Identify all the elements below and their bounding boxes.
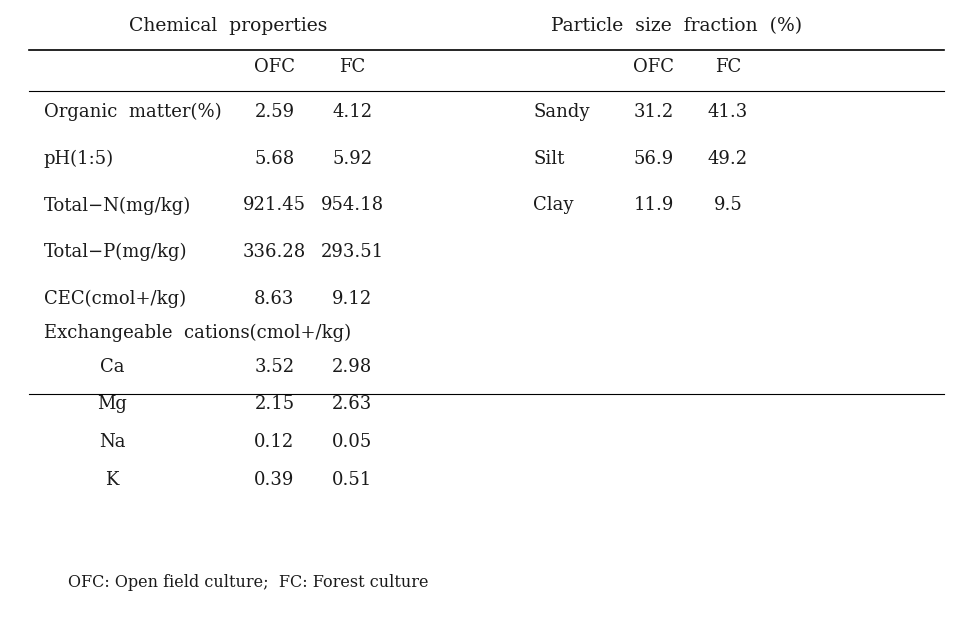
Text: 49.2: 49.2 — [707, 150, 748, 168]
Text: OFC: OFC — [254, 59, 295, 76]
Text: pH(1:5): pH(1:5) — [44, 150, 114, 168]
Text: Mg: Mg — [97, 396, 126, 413]
Text: Sandy: Sandy — [533, 103, 590, 121]
Text: OFC: OFC — [633, 59, 674, 76]
Text: FC: FC — [715, 59, 740, 76]
Text: 4.12: 4.12 — [332, 103, 373, 121]
Text: 3.52: 3.52 — [254, 358, 295, 375]
Text: 954.18: 954.18 — [321, 197, 383, 214]
Text: Clay: Clay — [533, 197, 574, 214]
Text: 0.39: 0.39 — [254, 471, 295, 489]
Text: 0.05: 0.05 — [332, 433, 373, 451]
Text: K: K — [105, 471, 119, 489]
Text: Organic  matter(%): Organic matter(%) — [44, 103, 222, 121]
Text: Total−N(mg/kg): Total−N(mg/kg) — [44, 197, 191, 214]
Text: CEC(cmol+/kg): CEC(cmol+/kg) — [44, 290, 186, 307]
Text: Na: Na — [98, 433, 126, 451]
Text: 9.5: 9.5 — [713, 197, 742, 214]
Text: 8.63: 8.63 — [254, 290, 295, 307]
Text: Particle  size  fraction  (%): Particle size fraction (%) — [551, 18, 802, 35]
Text: 5.68: 5.68 — [254, 150, 295, 168]
Text: 293.51: 293.51 — [321, 243, 383, 261]
Text: 2.59: 2.59 — [254, 103, 295, 121]
Text: 56.9: 56.9 — [633, 150, 674, 168]
Text: Silt: Silt — [533, 150, 564, 168]
Text: 9.12: 9.12 — [332, 290, 373, 307]
Text: 336.28: 336.28 — [242, 243, 306, 261]
Text: 2.15: 2.15 — [254, 396, 295, 413]
Text: 11.9: 11.9 — [633, 197, 674, 214]
Text: 0.12: 0.12 — [254, 433, 295, 451]
Text: 2.63: 2.63 — [332, 396, 373, 413]
Text: FC: FC — [340, 59, 365, 76]
Text: OFC: Open field culture;  FC: Forest culture: OFC: Open field culture; FC: Forest cult… — [68, 575, 429, 591]
Text: 5.92: 5.92 — [332, 150, 373, 168]
Text: Ca: Ca — [99, 358, 125, 375]
Text: Exchangeable  cations(cmol+/kg): Exchangeable cations(cmol+/kg) — [44, 324, 351, 341]
Text: 921.45: 921.45 — [243, 197, 306, 214]
Text: 41.3: 41.3 — [707, 103, 748, 121]
Text: 2.98: 2.98 — [332, 358, 373, 375]
Text: Total−P(mg/kg): Total−P(mg/kg) — [44, 243, 187, 261]
Text: 31.2: 31.2 — [633, 103, 674, 121]
Text: Chemical  properties: Chemical properties — [129, 18, 328, 35]
Text: 0.51: 0.51 — [332, 471, 373, 489]
